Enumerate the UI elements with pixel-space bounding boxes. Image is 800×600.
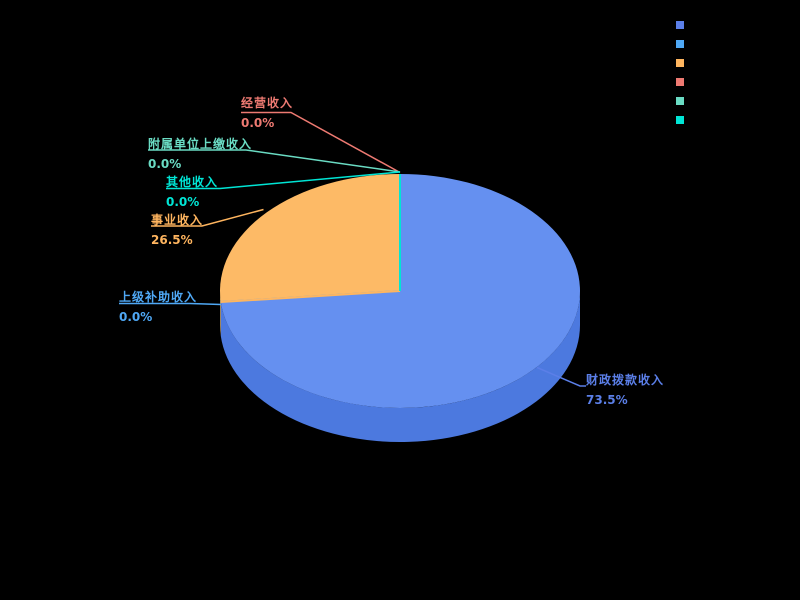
slice-rim-2[interactable]	[220, 291, 221, 337]
leader-line-business-income	[151, 208, 264, 227]
pie-body	[220, 174, 581, 443]
slice-top-2[interactable]	[220, 174, 400, 303]
leader-line-affiliated-income	[148, 149, 401, 173]
leader-line-superior-subsidy	[119, 302, 222, 306]
callout-operating-income: 经营收入 0.0%	[241, 97, 293, 129]
slice-percent: 0.0%	[166, 195, 200, 209]
leader-line-operating-income	[241, 111, 401, 174]
leader-line-fiscal-appropriation	[536, 366, 586, 387]
legend-swatch-other-income[interactable]	[676, 116, 684, 124]
legend-swatch-operating-income[interactable]	[676, 78, 684, 86]
legend-swatch-affiliated-income[interactable]	[676, 97, 684, 105]
callout-superior-subsidy: 上级补助收入 0.0%	[119, 291, 197, 323]
slice-percent: 73.5%	[586, 393, 628, 407]
slice-label: 上级补助收入	[119, 290, 198, 304]
legend-swatch-fiscal-appropriation[interactable]	[676, 21, 684, 29]
legend-swatch-business-income[interactable]	[676, 59, 684, 67]
slice-label: 附属单位上缴收入	[148, 137, 253, 151]
slice-percent: 26.5%	[151, 233, 193, 247]
slice-label: 其他收入	[166, 175, 219, 189]
legend-swatch-superior-subsidy[interactable]	[676, 40, 684, 48]
slice-percent: 0.0%	[148, 157, 182, 171]
slice-rim-0[interactable]	[220, 291, 581, 443]
callout-fiscal-appropriation: 财政拨款收入 73.5%	[586, 374, 664, 406]
slice-label: 财政拨款收入	[586, 373, 665, 387]
leader-line-other-income	[166, 171, 401, 190]
slice-percent: 0.0%	[119, 310, 153, 324]
callout-business-income: 事业收入 26.5%	[151, 214, 203, 246]
legend	[676, 21, 684, 135]
slice-label: 经营收入	[241, 96, 294, 110]
callout-other-income: 其他收入 0.0%	[166, 176, 218, 208]
slice-label: 事业收入	[151, 213, 204, 227]
callout-affiliated-income: 附属单位上缴收入 0.0%	[148, 138, 252, 170]
slice-percent: 0.0%	[241, 116, 275, 130]
slice-border-2	[220, 290, 401, 304]
